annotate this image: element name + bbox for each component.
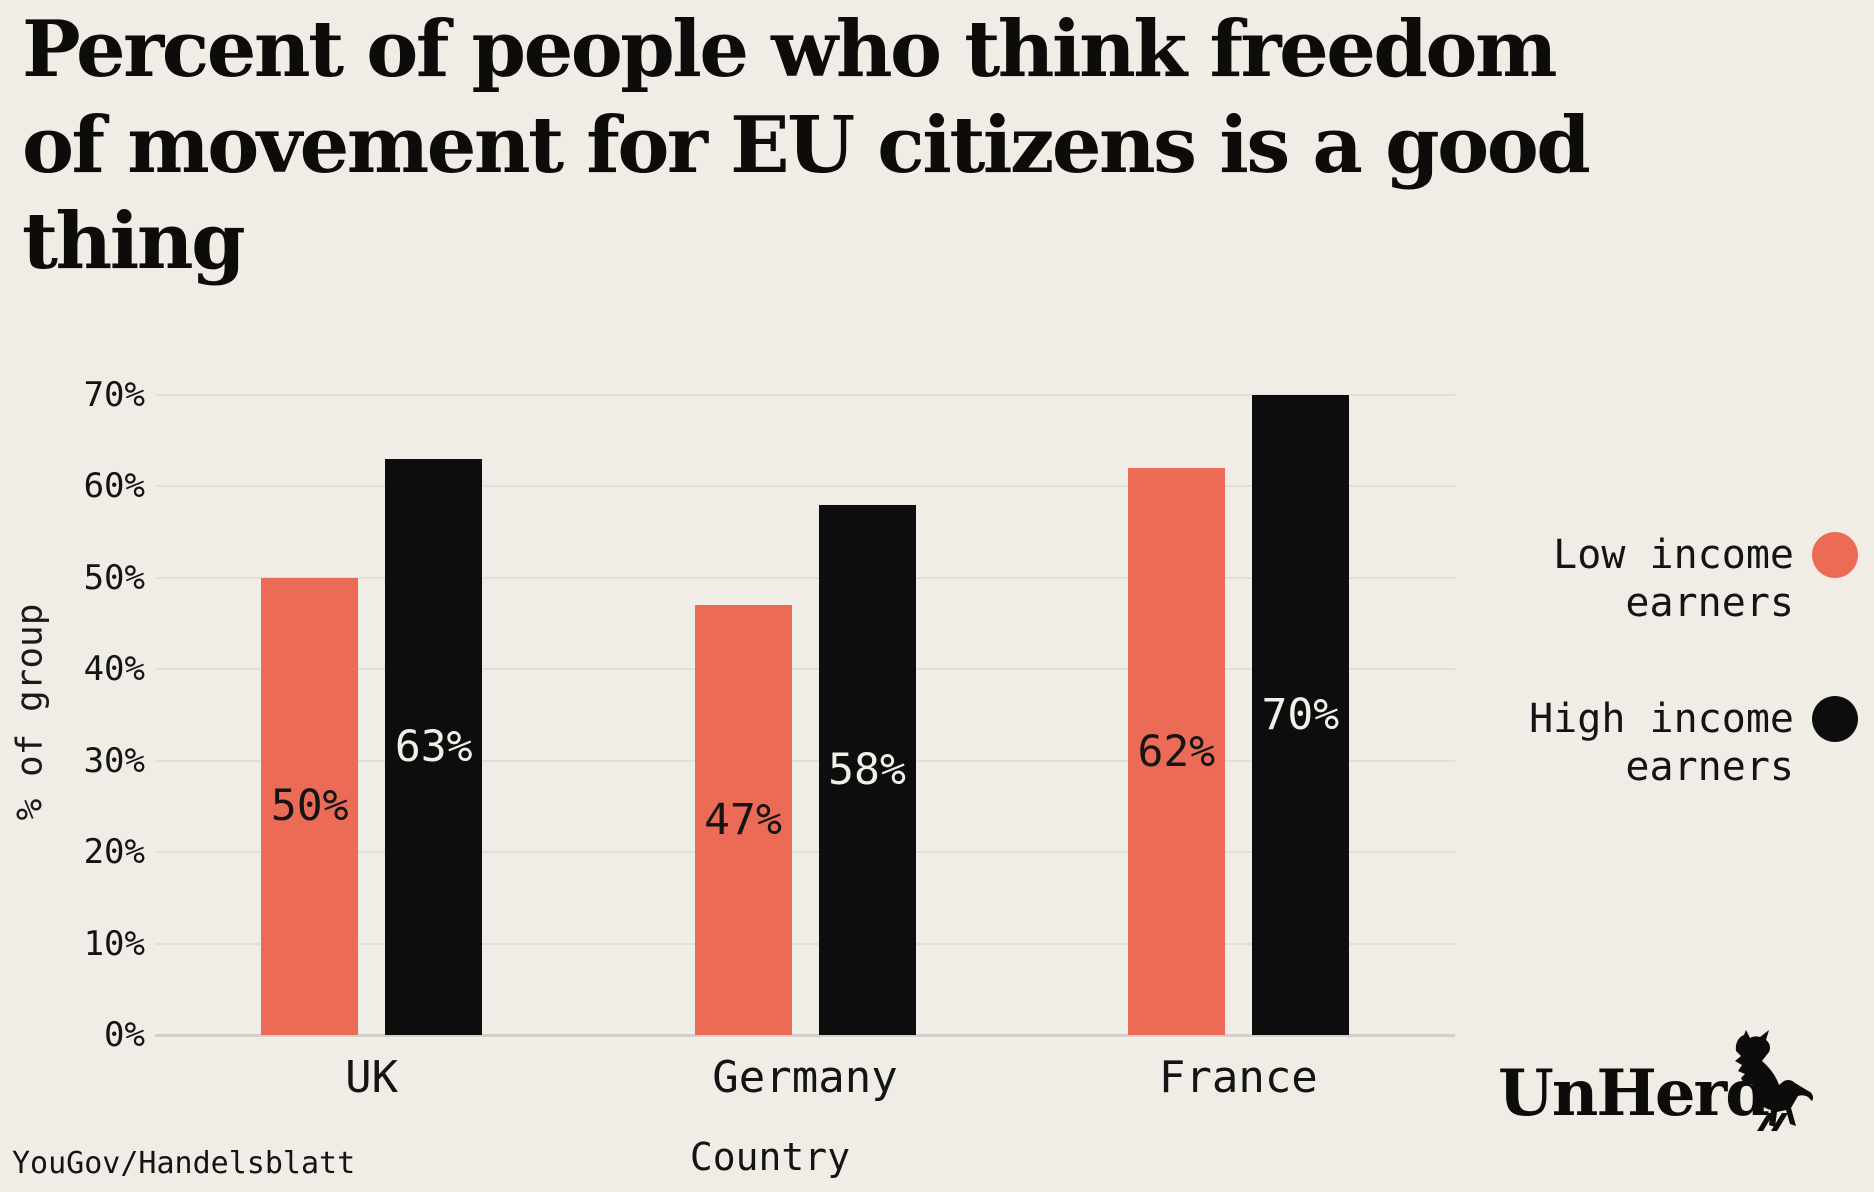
bar-value-label-uk-low-income-earners: 50%: [270, 781, 349, 832]
bar-value-label-france-high-income-earners: 70%: [1261, 690, 1340, 740]
x-tick-label-uk: UK: [345, 1052, 399, 1103]
y-tick-label-70: 70%: [83, 375, 145, 415]
cow-icon: [1710, 1026, 1814, 1138]
brand-wordmark: UnHerd: [1498, 1056, 1770, 1131]
legend-item-low-income-earners: Low income earners: [1470, 531, 1858, 627]
bar-high-income-earners-france: [1251, 395, 1349, 1035]
plot-area: 50% 63% 47% 58% 62% 70%: [155, 394, 1455, 1037]
bar-low-income-earners-france: [1127, 468, 1225, 1035]
y-tick-label-40: 40%: [83, 649, 145, 690]
bar-value-label-france-low-income-earners: 62%: [1137, 726, 1216, 777]
y-tick-label-50: 50%: [83, 557, 145, 598]
x-axis-baseline: [155, 1034, 1455, 1037]
source-credit: YouGov/Handelsblatt: [12, 1146, 356, 1181]
x-tick-label-france: France: [1158, 1052, 1318, 1103]
y-axis-title: % of group: [9, 603, 51, 821]
gridline-50: [155, 576, 1455, 579]
gridline-30: [155, 759, 1455, 762]
chart-title: Percent of people who think freedom of m…: [22, 2, 1642, 290]
legend: Low income earners High income earners: [1470, 531, 1858, 791]
legend-label-low-income-earners: Low income earners: [1553, 532, 1794, 626]
legend-swatch-low-income-earners: [1812, 532, 1858, 578]
bar-value-label-germany-high-income-earners: 58%: [828, 744, 906, 795]
y-tick-label-0: 0%: [104, 1015, 145, 1055]
gridline-70: [155, 394, 1455, 396]
y-tick-label-60: 60%: [83, 466, 145, 507]
bar-low-income-earners-germany: [694, 605, 792, 1035]
bar-high-income-earners-germany: [818, 504, 916, 1035]
y-tick-label-10: 10%: [83, 923, 145, 964]
chart-title-line-1: Percent of people who think freedom: [22, 4, 1557, 95]
bar-high-income-earners-uk: [385, 459, 483, 1035]
chart-title-line-2: of movement for EU citizens is a good: [22, 100, 1591, 191]
gridline-10: [155, 942, 1455, 945]
gridline-20: [155, 851, 1455, 854]
x-axis-title: Country: [689, 1135, 851, 1179]
legend-item-high-income-earners: High income earners: [1470, 695, 1858, 791]
bar-value-label-germany-low-income-earners: 47%: [704, 795, 782, 846]
gridline-40: [155, 668, 1455, 671]
x-tick-label-germany: Germany: [712, 1052, 898, 1103]
bar-low-income-earners-uk: [261, 577, 359, 1035]
y-tick-label-30: 30%: [83, 740, 145, 781]
legend-swatch-high-income-earners: [1812, 696, 1858, 742]
gridline-60: [155, 485, 1455, 488]
brand-logo: UnHerd: [1498, 1026, 1828, 1136]
bar-value-label-uk-high-income-earners: 63%: [394, 722, 473, 772]
chart-title-line-3: thing: [22, 196, 246, 287]
legend-label-high-income-earners: High income earners: [1529, 696, 1794, 790]
y-tick-label-20: 20%: [83, 832, 145, 873]
